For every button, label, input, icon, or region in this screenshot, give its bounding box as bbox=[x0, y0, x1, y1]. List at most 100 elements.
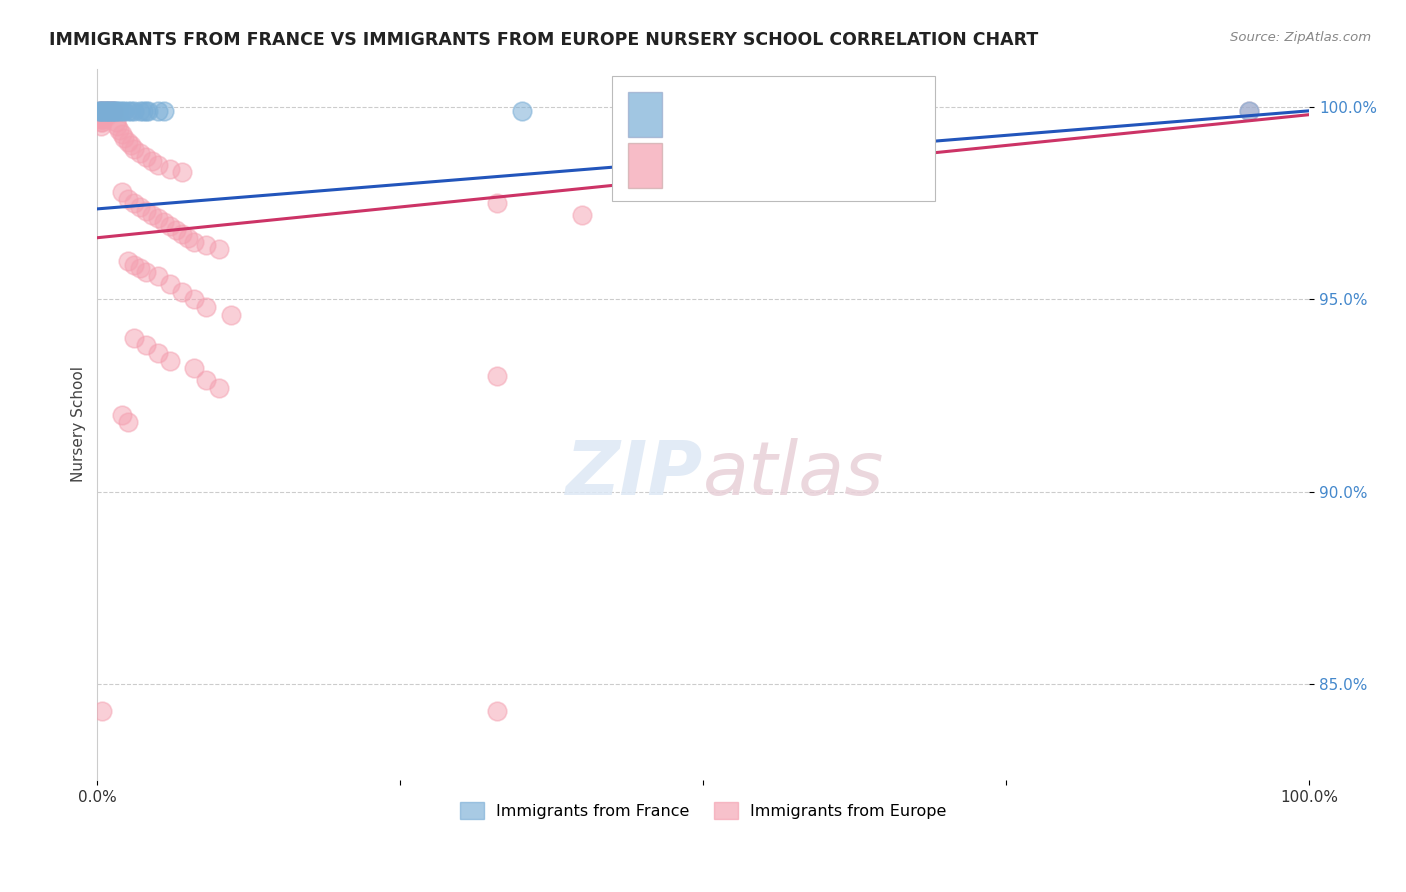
Point bbox=[101, 103, 124, 118]
Point bbox=[571, 208, 593, 222]
Point bbox=[94, 103, 117, 118]
Point bbox=[159, 353, 181, 368]
Point bbox=[183, 235, 205, 249]
Point bbox=[105, 103, 128, 118]
Point bbox=[132, 103, 155, 118]
Point bbox=[117, 253, 139, 268]
Point bbox=[1237, 103, 1260, 118]
Point bbox=[752, 103, 775, 118]
Point bbox=[97, 103, 120, 118]
Point bbox=[135, 203, 157, 218]
Text: R = 0.382   N = 30: R = 0.382 N = 30 bbox=[672, 103, 830, 120]
Point bbox=[159, 277, 181, 291]
Point bbox=[219, 308, 242, 322]
Point bbox=[108, 103, 131, 118]
Point bbox=[172, 285, 194, 299]
Point bbox=[120, 103, 142, 118]
Point bbox=[94, 108, 117, 122]
Point bbox=[91, 115, 114, 129]
Point bbox=[207, 242, 229, 256]
Point bbox=[486, 196, 509, 211]
Point bbox=[90, 103, 112, 118]
Point bbox=[93, 112, 115, 126]
Y-axis label: Nursery School: Nursery School bbox=[72, 367, 86, 483]
Point bbox=[89, 103, 111, 118]
Point bbox=[177, 231, 200, 245]
Point bbox=[172, 227, 194, 241]
Point bbox=[89, 103, 111, 118]
Point bbox=[135, 103, 157, 118]
Point bbox=[486, 369, 509, 384]
Point bbox=[117, 103, 139, 118]
Text: ZIP: ZIP bbox=[567, 438, 703, 510]
Point bbox=[135, 265, 157, 279]
Point bbox=[96, 103, 118, 118]
Point bbox=[93, 103, 115, 118]
Point bbox=[128, 146, 150, 161]
Point bbox=[128, 200, 150, 214]
Point bbox=[93, 103, 115, 118]
Text: IMMIGRANTS FROM FRANCE VS IMMIGRANTS FROM EUROPE NURSERY SCHOOL CORRELATION CHAR: IMMIGRANTS FROM FRANCE VS IMMIGRANTS FRO… bbox=[49, 31, 1039, 49]
Point bbox=[108, 123, 131, 137]
Point bbox=[91, 103, 114, 118]
Point bbox=[91, 704, 114, 718]
Point bbox=[98, 103, 121, 118]
Point bbox=[93, 108, 115, 122]
Text: atlas: atlas bbox=[703, 438, 884, 510]
Point bbox=[101, 103, 124, 118]
Point bbox=[100, 103, 122, 118]
Point bbox=[90, 115, 112, 129]
Point bbox=[110, 185, 132, 199]
Point bbox=[110, 103, 132, 118]
Point bbox=[101, 103, 124, 118]
Point bbox=[195, 300, 218, 314]
Point bbox=[101, 103, 124, 118]
Point bbox=[195, 238, 218, 252]
Point bbox=[112, 103, 135, 118]
Point bbox=[117, 415, 139, 429]
Text: Source: ZipAtlas.com: Source: ZipAtlas.com bbox=[1230, 31, 1371, 45]
Point bbox=[146, 269, 169, 284]
Point bbox=[141, 208, 163, 222]
Point bbox=[146, 211, 169, 226]
Point bbox=[153, 215, 176, 229]
Point bbox=[93, 108, 115, 122]
Point bbox=[183, 361, 205, 376]
Point bbox=[104, 115, 127, 129]
Point bbox=[159, 161, 181, 176]
Point bbox=[146, 346, 169, 360]
Point bbox=[105, 119, 128, 133]
Point bbox=[122, 258, 145, 272]
Point bbox=[128, 103, 150, 118]
Point bbox=[873, 103, 896, 118]
Point bbox=[91, 103, 114, 118]
Point bbox=[136, 103, 159, 118]
Point bbox=[110, 127, 132, 141]
Point bbox=[135, 338, 157, 352]
Point bbox=[789, 103, 811, 118]
Point bbox=[117, 135, 139, 149]
Point bbox=[183, 292, 205, 306]
Point bbox=[135, 150, 157, 164]
Point bbox=[103, 103, 125, 118]
Point bbox=[128, 261, 150, 276]
Point bbox=[207, 381, 229, 395]
Point bbox=[117, 192, 139, 206]
Point bbox=[97, 103, 120, 118]
Point bbox=[90, 119, 112, 133]
Text: R = 0.207   N = 80: R = 0.207 N = 80 bbox=[672, 156, 830, 174]
Point bbox=[96, 103, 118, 118]
Point bbox=[93, 103, 115, 118]
Point bbox=[91, 112, 114, 126]
Point bbox=[146, 158, 169, 172]
Point bbox=[122, 331, 145, 345]
Point bbox=[100, 103, 122, 118]
Point bbox=[195, 373, 218, 387]
Point bbox=[153, 103, 176, 118]
Point bbox=[141, 153, 163, 168]
Point bbox=[1237, 103, 1260, 118]
Point bbox=[159, 219, 181, 234]
Point bbox=[90, 103, 112, 118]
Point bbox=[104, 103, 127, 118]
Point bbox=[122, 103, 145, 118]
